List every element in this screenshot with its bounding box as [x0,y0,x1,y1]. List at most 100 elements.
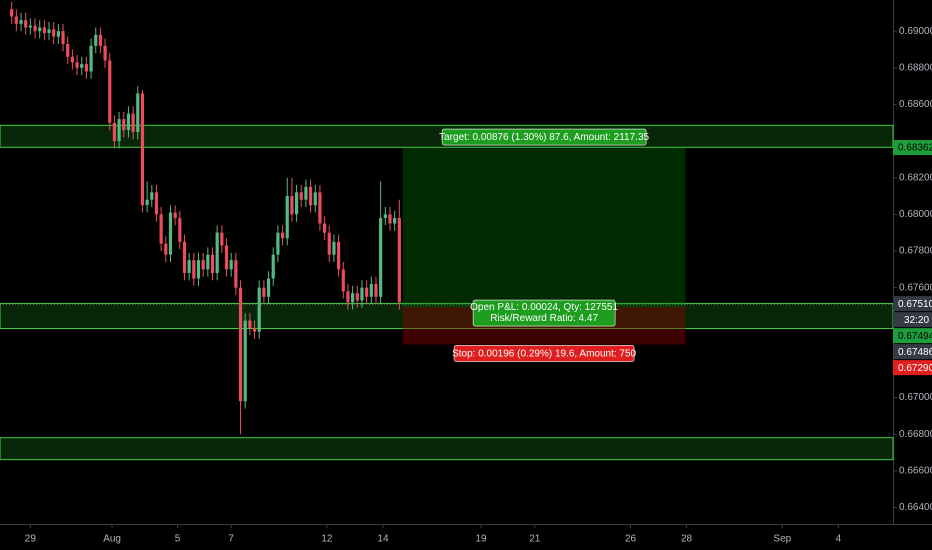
y-tick-label: 0.66800 [899,429,932,440]
candle-body [322,223,327,233]
candle-body [182,241,187,273]
candle-body [70,56,74,63]
candle-body [131,113,135,132]
candle-body [379,218,383,297]
candle-body [262,287,266,297]
candle-body [243,320,247,402]
candle-body [52,29,56,37]
candle-body [248,320,252,328]
zone [0,437,894,461]
candle-body [313,192,317,206]
candle-body [252,327,257,332]
candle-body [80,64,84,68]
candle-body [103,45,107,61]
candle-body [42,27,46,33]
y-tick-label: 0.66400 [899,502,932,513]
candle-body [206,254,210,270]
candle-body [318,192,322,224]
candle-body [341,269,345,292]
y-tick-label: 0.69000 [899,26,932,37]
y-tick-label: 0.68000 [899,209,932,220]
x-tick-label: 19 [475,534,487,545]
candle-body [66,43,70,57]
candle-body [280,232,285,239]
candle-body [56,31,60,37]
target-label-box [441,128,647,146]
candle-body [285,196,289,239]
candle-body [122,119,126,131]
candle-body [14,16,18,24]
candle-body [337,241,341,270]
candle-body [61,31,65,44]
candle-body [187,260,191,273]
candle-body [238,287,243,402]
target-area [402,148,686,308]
target-label: Target: 0.00876 (1.30%) 87.6, Amount: 21… [439,132,649,143]
price-badge [893,360,932,376]
candle-body [84,64,89,72]
countdown-badge [893,312,932,328]
candle-body [294,192,299,215]
price-badge-label: 0.67494 [898,331,932,342]
candle-body [215,232,219,273]
candle-body [33,25,37,32]
price-badge [893,344,932,360]
price-badge-label: 0.68362 [898,143,932,154]
candle-body [257,287,261,332]
x-tick-label: Sep [773,534,791,545]
candle-body [229,260,233,270]
candle-body [98,34,103,46]
candle-body [38,27,42,32]
candle-body [47,29,51,33]
candle-body [351,293,355,303]
candle-body [150,192,154,200]
candle-body [304,186,308,200]
x-tick-label: 5 [175,534,181,545]
y-tick-label: 0.67000 [899,392,932,403]
price-badge-label: 0.67510 [898,299,932,310]
stop-label: Stop: 0.00196 (0.29%) 19.6, Amount: 750 [452,349,636,360]
candle-body [75,62,79,68]
y-tick-label: 0.66600 [899,466,932,477]
candle-body [276,232,280,255]
candle-body [19,20,23,24]
x-tick-label: 21 [529,534,541,545]
y-tick-label: 0.67600 [899,282,932,293]
candle-body [28,25,32,28]
x-tick-label: Aug [103,534,121,545]
candle-body [178,218,182,242]
open-label: Open P&L: 0.00024, Qty: 127551 [470,302,618,313]
countdown: 32:20 [904,315,929,326]
candle-body [126,113,131,131]
candle-body [145,199,149,206]
price-badge [893,140,932,156]
x-tick-label: 7 [228,534,234,545]
price-badge-label: 0.67486 [898,347,932,358]
candle-body [383,214,387,219]
candle-body [234,260,238,288]
y-tick-label: 0.68200 [899,172,932,183]
candle-body [108,60,112,123]
candle-body [355,293,359,301]
candle-body [168,212,173,255]
candle-body [388,214,392,224]
candle-body [393,218,397,224]
candle-body [192,260,196,279]
candle-body [327,232,331,255]
candle-body [346,291,350,303]
candle-body [117,119,121,142]
candle-body [374,283,378,297]
candle-body [94,34,98,46]
x-tick-label: 12 [321,534,333,545]
zone [0,302,894,330]
candle-body [308,186,313,206]
price-badge-label: 0.67290 [898,363,932,374]
candle-body [299,192,303,200]
candle-body [365,287,369,297]
candle-body [196,260,201,279]
open-label-box [472,299,616,327]
candle-body [154,192,159,215]
